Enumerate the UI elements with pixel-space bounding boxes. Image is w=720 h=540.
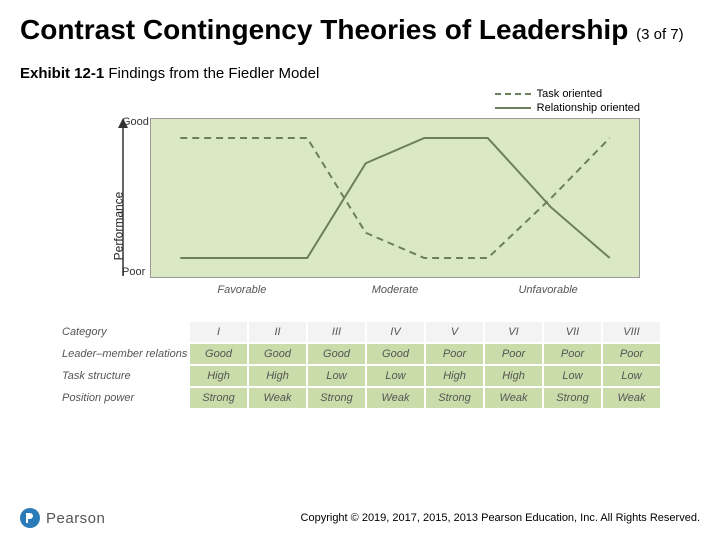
legend-relationship: Relationship oriented: [495, 102, 640, 114]
exhibit-number: Exhibit 12-1: [20, 65, 104, 82]
exhibit-desc: Findings from the Fiedler Model: [108, 65, 319, 82]
table-cell: Good: [190, 344, 247, 364]
legend-relationship-line-icon: [495, 103, 531, 113]
legend-task: Task oriented: [495, 88, 640, 100]
table-cells: IIIIIIIVVVIVIIVIII: [190, 322, 660, 342]
table-row: Task structureHighHighLowLowHighHighLowL…: [60, 366, 660, 386]
table-cell: VIII: [603, 322, 660, 342]
pearson-mark-icon: [20, 508, 40, 528]
page-title: Contrast Contingency Theories of Leaders…: [0, 0, 720, 47]
table-cell: Low: [544, 366, 601, 386]
table-cell: Low: [367, 366, 424, 386]
table-cell: High: [426, 366, 483, 386]
table-cell: III: [308, 322, 365, 342]
table-cell: Strong: [426, 388, 483, 408]
table-row: Position powerStrongWeakStrongWeakStrong…: [60, 388, 660, 408]
table-cell: II: [249, 322, 306, 342]
table-cell: High: [249, 366, 306, 386]
table-cell: Strong: [308, 388, 365, 408]
table-cell: Low: [603, 366, 660, 386]
x-tick-row: Favorable Moderate Unfavorable: [150, 284, 640, 296]
footer: Pearson Copyright © 2019, 2017, 2015, 20…: [0, 508, 720, 528]
table-cells: HighHighLowLowHighHighLowLow: [190, 366, 660, 386]
table-cell: Poor: [485, 344, 542, 364]
legend-task-label: Task oriented: [537, 88, 602, 100]
table-cell: Strong: [190, 388, 247, 408]
exhibit-label: Exhibit 12-1 Findings from the Fiedler M…: [0, 47, 720, 88]
x-tick: Unfavorable: [456, 284, 640, 296]
table-cell: VI: [485, 322, 542, 342]
table-row-label: Task structure: [60, 366, 190, 386]
task-line: [180, 138, 609, 258]
fiedler-table: Category IIIIIIIVVVIVIIVIII Leader–membe…: [60, 322, 660, 408]
legend-task-line-icon: [495, 89, 531, 99]
table-cell: IV: [367, 322, 424, 342]
table-cells: GoodGoodGoodGoodPoorPoorPoorPoor: [190, 344, 660, 364]
table-row-category: Category IIIIIIIVVVIVIIVIII: [60, 322, 660, 342]
table-row-label: Leader–member relations: [60, 344, 190, 364]
table-cell: Weak: [603, 388, 660, 408]
table-cell: Weak: [485, 388, 542, 408]
y-axis-arrow-icon: [118, 118, 128, 278]
title-main: Contrast Contingency Theories of Leaders…: [20, 14, 628, 45]
table-cell: Good: [308, 344, 365, 364]
table-cell: Poor: [544, 344, 601, 364]
table-cell: VII: [544, 322, 601, 342]
pearson-logo: Pearson: [20, 508, 105, 528]
chart-legend: Task oriented Relationship oriented: [495, 88, 640, 116]
copyright: Copyright © 2019, 2017, 2015, 2013 Pears…: [301, 512, 700, 524]
table-row-label: Position power: [60, 388, 190, 408]
table-cell: V: [426, 322, 483, 342]
table-row: Leader–member relationsGoodGoodGoodGoodP…: [60, 344, 660, 364]
title-sub: (3 of 7): [636, 26, 684, 43]
fiedler-chart: Task oriented Relationship oriented Perf…: [60, 88, 660, 318]
legend-relationship-label: Relationship oriented: [537, 102, 640, 114]
table-cell: I: [190, 322, 247, 342]
x-tick: Favorable: [150, 284, 334, 296]
table-cell: Weak: [249, 388, 306, 408]
table-row-label: Category: [60, 322, 190, 342]
table-cell: High: [485, 366, 542, 386]
table-cell: Poor: [603, 344, 660, 364]
table-cell: Low: [308, 366, 365, 386]
x-tick: Moderate: [334, 284, 457, 296]
table-cell: Good: [249, 344, 306, 364]
y-tick-poor: Poor: [122, 266, 145, 278]
pearson-logotype: Pearson: [46, 510, 105, 527]
table-cell: Poor: [426, 344, 483, 364]
y-tick-good: Good: [122, 116, 149, 128]
table-cells: StrongWeakStrongWeakStrongWeakStrongWeak: [190, 388, 660, 408]
table-cell: Good: [367, 344, 424, 364]
table-cell: Weak: [367, 388, 424, 408]
relationship-line: [180, 138, 609, 258]
table-cell: Strong: [544, 388, 601, 408]
table-cell: High: [190, 366, 247, 386]
plot-area: [150, 118, 640, 278]
